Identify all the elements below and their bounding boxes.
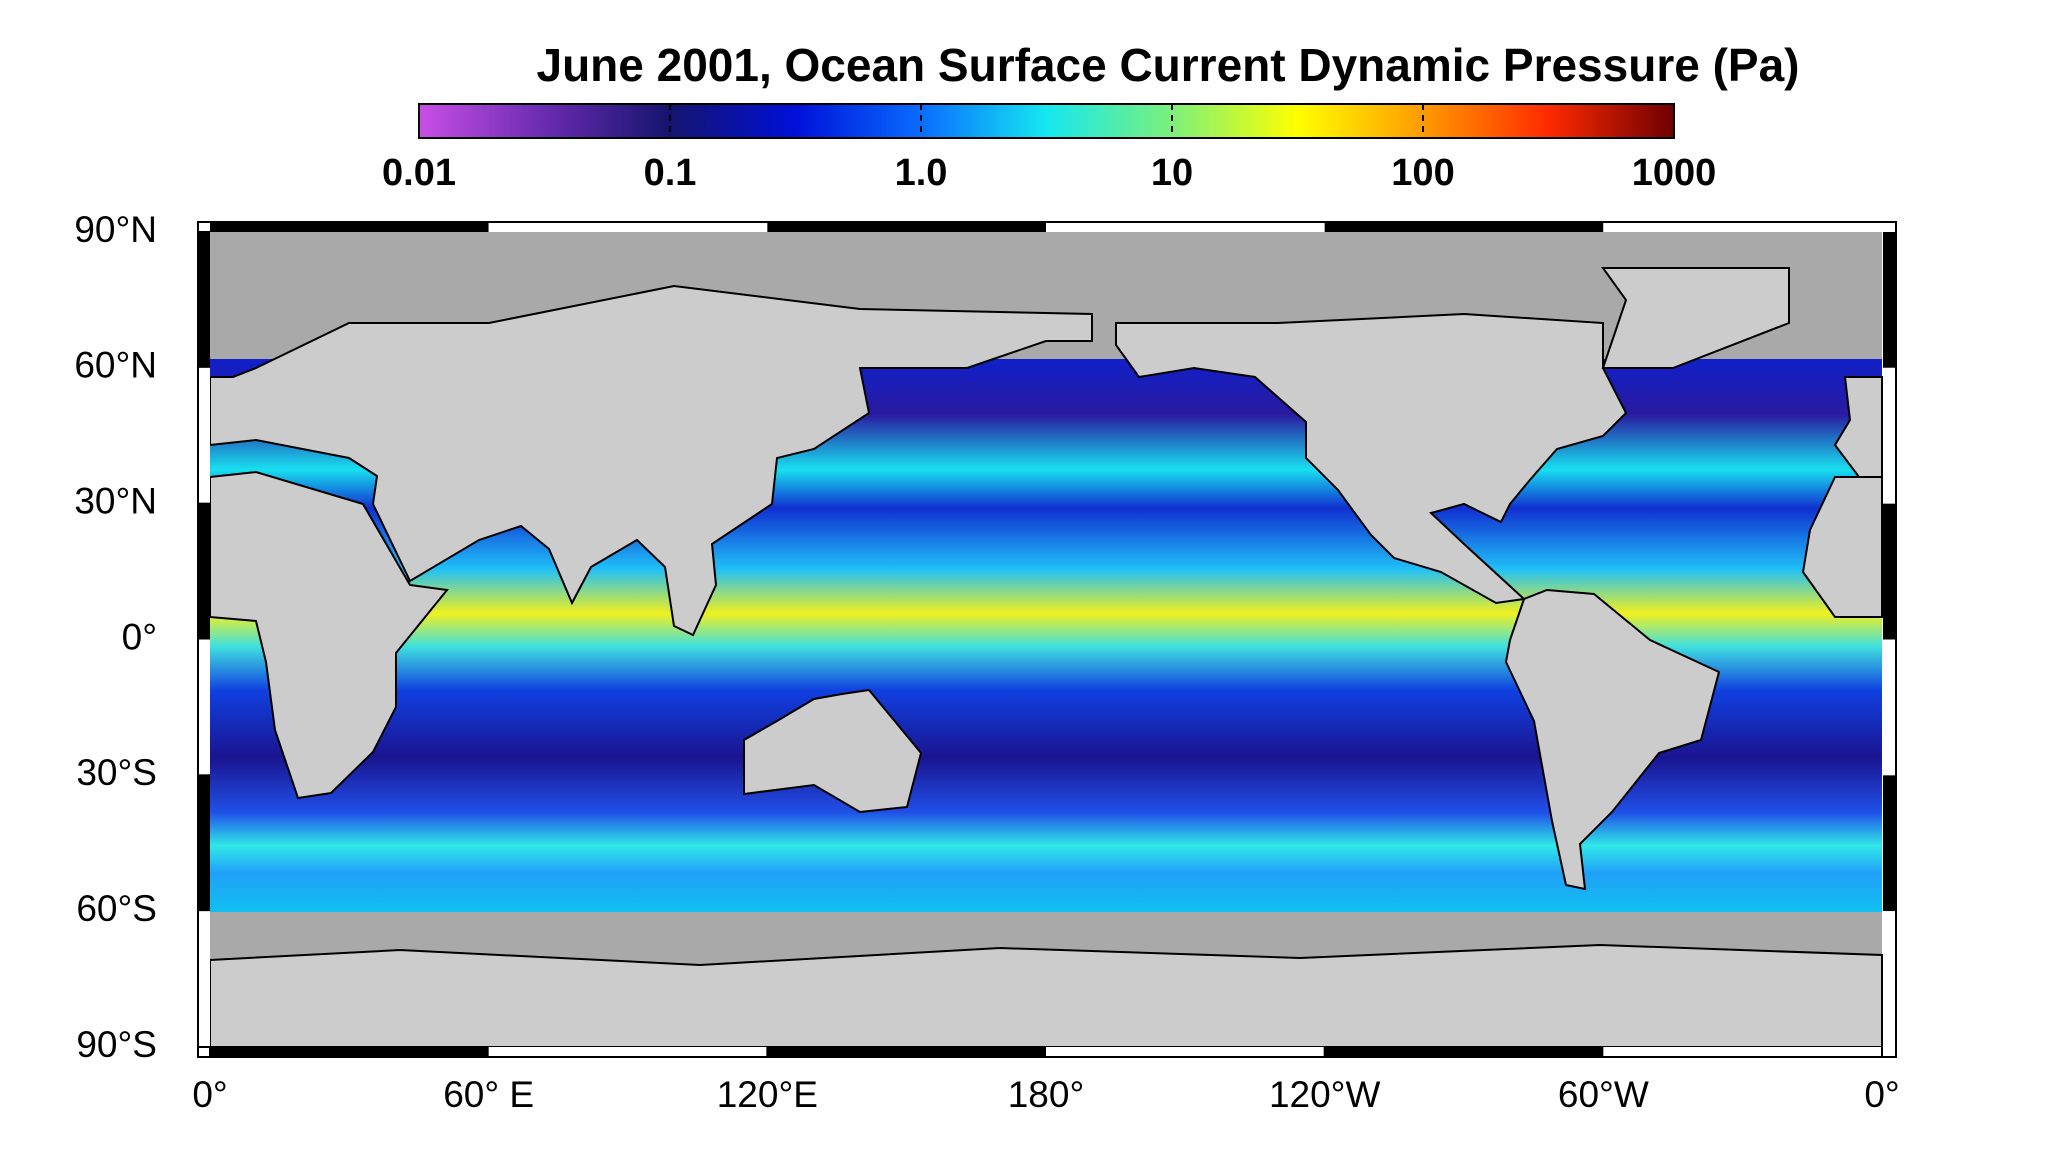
colorbar-tick-label: 10 [1151,152,1193,194]
frame-bar [1046,1047,1325,1056]
frame-bar [488,223,768,232]
frame-bar [199,911,210,1047]
frame-bar [1883,639,1895,776]
colorbar-tick-label: 1000 [1632,152,1717,194]
frame-bar [1324,223,1604,232]
lon-label: 120°W [1269,1074,1381,1115]
colorbar-tick-label: 100 [1391,152,1454,194]
colorbar-tick-label: 0.1 [644,152,697,194]
frame-bar [1883,775,1895,912]
colorbar [418,103,1675,139]
frame-bar [1603,1047,1882,1056]
frame-bar [199,367,210,504]
frame-bar [767,1047,1046,1056]
frame-bar [1324,1047,1604,1056]
frame-bar [1883,911,1895,1047]
frame-bar [1883,232,1895,368]
lat-label: 0° [122,616,157,657]
colorbar-tick-label: 0.01 [382,152,456,194]
land [209,267,1883,1048]
frame-bar [199,232,210,368]
lat-label: 90°S [76,1024,157,1065]
frame-bar [199,775,210,912]
map [209,232,1883,1048]
lon-label: 60° E [443,1074,534,1115]
lat-label: 30°S [76,752,157,793]
frame-bar [1883,367,1895,504]
frame-bar [199,639,210,776]
frame-bar [1046,223,1325,232]
lat-label: 30°N [74,480,157,521]
lat-label: 60°S [76,888,157,929]
frame-bar [488,1047,768,1056]
lon-label: 180° [1008,1074,1085,1115]
lat-label: 60°N [74,345,157,386]
frame-bar [199,503,210,640]
frame-bar [1603,223,1882,232]
lat-label: 90°N [74,209,157,250]
lon-label: 0° [192,1074,227,1115]
title: June 2001, Ocean Surface Current Dynamic… [536,39,1799,91]
lon-label: 60°W [1558,1074,1649,1115]
frame-bar [210,223,489,232]
lon-label: 0° [1864,1074,1899,1115]
frame-bar [210,1047,489,1056]
frame-bar [767,223,1046,232]
colorbar-tick-label: 1.0 [895,152,948,194]
lon-label: 120°E [717,1074,818,1115]
frame-bar [1883,503,1895,640]
